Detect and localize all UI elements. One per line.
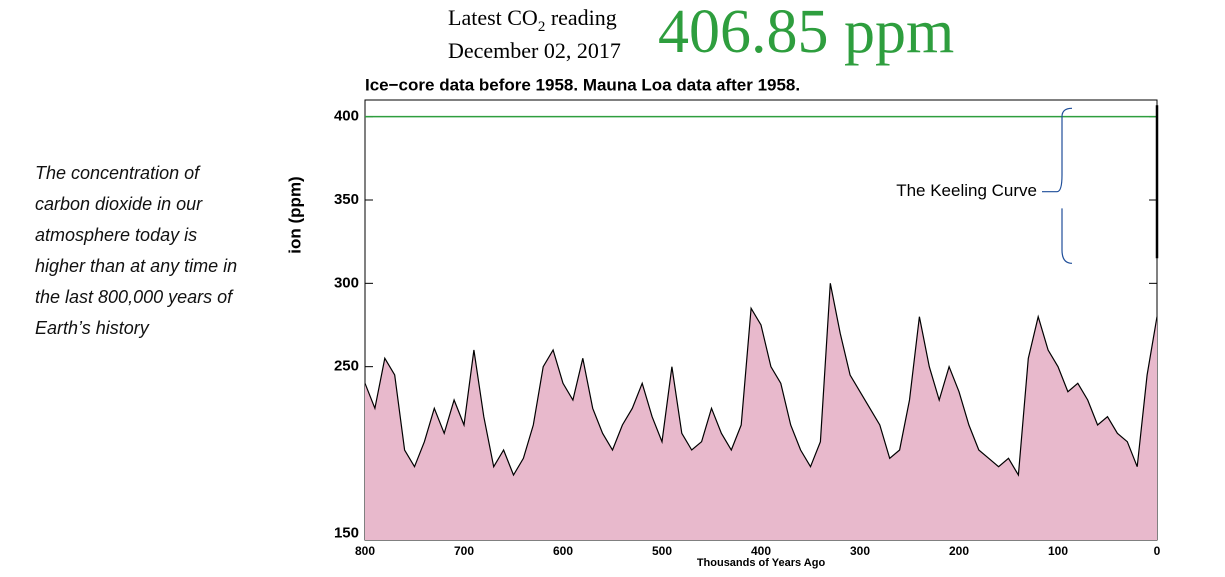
x-tick-label: 100: [1048, 544, 1068, 558]
x-tick-label: 700: [454, 544, 474, 558]
x-tick-label: 300: [850, 544, 870, 558]
area: [365, 283, 1157, 540]
annotation-brace: [1042, 107, 1073, 264]
reading-date: December 02, 2017: [448, 38, 621, 63]
line: [364, 283, 1158, 477]
sidebar-text: The concentration of carbon dioxide in o…: [35, 163, 238, 338]
x-tick-label: 800: [355, 544, 375, 558]
y-tick-label: 350: [334, 191, 359, 208]
x-tick-label: 600: [553, 544, 573, 558]
label-sub: 2: [538, 19, 546, 35]
y-tick-label: 300: [334, 274, 359, 291]
x-tick-label: 200: [949, 544, 969, 558]
y-tick-label: 250: [334, 358, 359, 375]
x-tick-label: 500: [652, 544, 672, 558]
x-tick-label: 400: [751, 544, 771, 558]
reading-value: 406.85 ppm: [658, 0, 954, 66]
reading-label: Latest CO2 reading: [448, 5, 617, 35]
y-tick-label: 400: [334, 108, 359, 125]
label-prefix: Latest CO: [448, 5, 538, 30]
annotation: The Keeling Curve: [896, 181, 1037, 200]
x-tick-label: 0: [1154, 544, 1161, 558]
x-axis-label: Thousands of Years Ago: [697, 557, 826, 569]
y-axis-label: ion (ppm): [285, 176, 304, 253]
y-tick-label: 150: [334, 524, 359, 541]
label-suffix: reading: [545, 5, 616, 30]
chart-title: Ice−core data before 1958. Mauna Loa dat…: [365, 75, 800, 94]
